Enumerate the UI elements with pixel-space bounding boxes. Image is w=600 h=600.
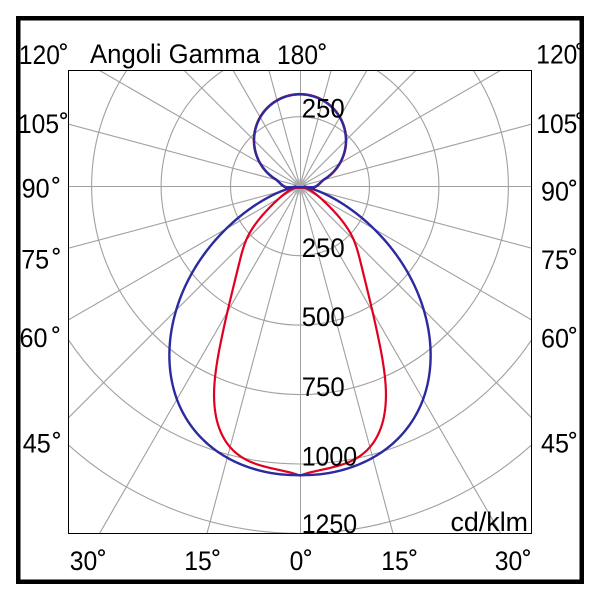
svg-text:15: 15 (184, 546, 212, 576)
svg-text:750: 750 (302, 372, 345, 402)
svg-text:Angoli Gamma: Angoli Gamma (90, 39, 261, 69)
svg-text:120: 120 (536, 40, 577, 70)
svg-text:120: 120 (19, 40, 60, 70)
svg-text:250: 250 (302, 233, 345, 263)
svg-text:500: 500 (302, 302, 345, 332)
svg-text:75: 75 (21, 245, 49, 275)
svg-text:90: 90 (22, 174, 50, 204)
svg-text:0: 0 (290, 546, 304, 576)
svg-text:1250: 1250 (302, 509, 358, 539)
svg-text:1000: 1000 (302, 441, 358, 471)
svg-text:15: 15 (381, 546, 409, 576)
svg-text:cd/klm: cd/klm (451, 507, 529, 537)
svg-text:30: 30 (495, 546, 523, 576)
svg-text:60: 60 (541, 324, 569, 354)
svg-text:180: 180 (277, 40, 318, 70)
svg-text:45: 45 (23, 429, 51, 459)
svg-text:45: 45 (541, 429, 569, 459)
svg-text:75: 75 (541, 245, 569, 275)
svg-text:105: 105 (536, 109, 577, 139)
svg-text:105: 105 (18, 109, 59, 139)
svg-text:60: 60 (20, 323, 48, 353)
svg-text:250: 250 (302, 94, 345, 124)
svg-text:30: 30 (70, 546, 98, 576)
svg-text:90: 90 (541, 176, 569, 206)
